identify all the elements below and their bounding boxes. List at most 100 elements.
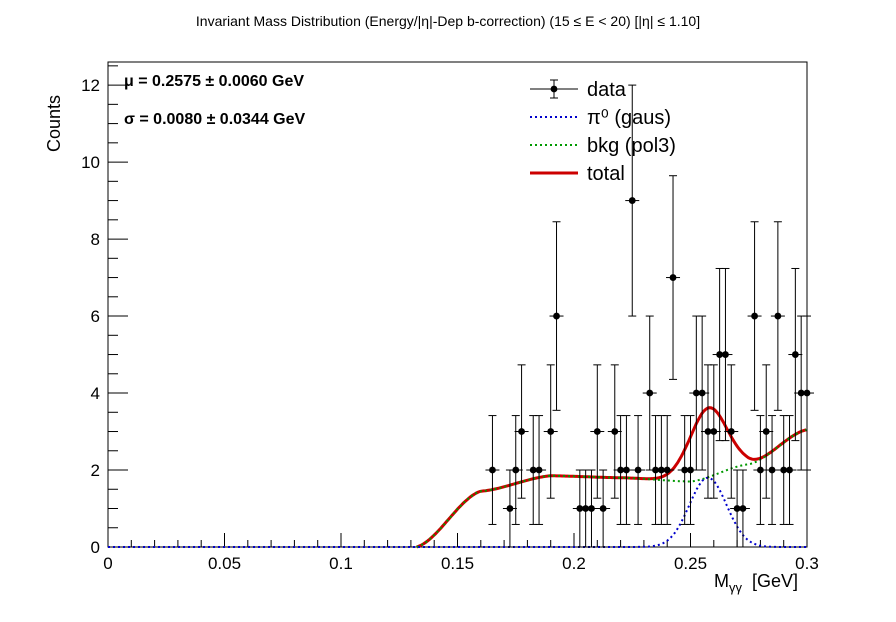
data-points — [485, 84, 814, 548]
data-point — [770, 221, 785, 411]
data-point — [718, 267, 733, 442]
data-marker — [762, 428, 770, 435]
data-marker — [588, 505, 595, 512]
data-point — [800, 315, 814, 471]
legend-label: total — [587, 163, 625, 185]
data-point — [642, 315, 657, 471]
data-marker — [669, 274, 677, 281]
y-tick-label: 10 — [81, 153, 100, 172]
data-marker — [757, 466, 764, 474]
data-point — [619, 415, 634, 525]
data-marker — [646, 389, 654, 397]
data-marker — [593, 428, 601, 435]
data-marker — [727, 428, 735, 435]
chart-title: Invariant Mass Distribution (Energy/|η|-… — [196, 13, 700, 29]
stat-mu: μ = 0.2575 ± 0.0060 GeV — [124, 73, 304, 90]
legend-entry: data — [530, 79, 627, 101]
data-marker — [506, 505, 514, 512]
legend-label: data — [587, 79, 627, 101]
stat-sigma: σ = 0.0080 ± 0.0344 GeV — [124, 111, 306, 128]
legend: data π⁰ (gaus) bkg (pol3) total — [530, 79, 676, 185]
background-fit-curve — [416, 428, 807, 548]
data-marker — [710, 428, 718, 435]
data-marker — [791, 351, 799, 358]
x-tick-label: 0.15 — [441, 554, 474, 573]
data-point — [514, 364, 529, 499]
legend-entry: bkg (pol3) — [530, 135, 676, 157]
x-tick-label: 0.1 — [329, 554, 353, 573]
legend-entry: total — [530, 163, 625, 185]
y-tick-label: 12 — [81, 76, 100, 95]
data-marker — [535, 466, 543, 474]
data-marker — [739, 505, 747, 512]
x-tick-label: 0 — [103, 554, 112, 573]
data-marker — [599, 505, 607, 512]
x-tick-label: 0.3 — [795, 554, 819, 573]
data-point — [625, 84, 640, 317]
data-marker — [687, 466, 694, 474]
data-point — [660, 415, 675, 525]
data-point — [631, 415, 646, 525]
y-tick-labels: 0 2 4 6 8 10 12 — [81, 76, 100, 557]
legend-marker-dot — [550, 85, 558, 93]
x-axis-label-unit: [GeV] — [752, 571, 798, 591]
x-axis-label-main: M — [714, 571, 729, 591]
data-point — [782, 415, 797, 525]
x-tick-label: 0.25 — [674, 554, 707, 573]
x-axis-label-sub: γγ — [729, 580, 743, 595]
data-marker — [751, 312, 758, 320]
data-marker — [628, 197, 636, 204]
data-point — [788, 267, 803, 442]
axis-ticks — [107, 65, 808, 548]
data-point — [706, 364, 721, 499]
data-marker — [698, 389, 706, 397]
legend-entry: π⁰ (gaus) — [530, 107, 671, 129]
y-tick-label: 4 — [91, 384, 100, 403]
data-point — [590, 364, 605, 499]
legend-label: π⁰ (gaus) — [587, 107, 671, 129]
y-axis-label: Counts — [44, 95, 64, 152]
data-marker — [663, 466, 671, 474]
y-tick-label: 6 — [91, 307, 100, 326]
data-marker — [803, 389, 811, 397]
data-point — [508, 415, 523, 525]
data-point — [735, 469, 750, 548]
y-tick-label: 2 — [91, 461, 100, 480]
data-marker — [489, 466, 496, 474]
total-fit-curve — [416, 406, 807, 549]
data-point — [596, 469, 611, 548]
data-point — [502, 469, 517, 548]
x-tick-labels: 0 0.05 0.1 0.15 0.2 0.25 0.3 — [103, 554, 819, 573]
data-marker — [512, 466, 520, 474]
data-point — [666, 175, 681, 380]
data-marker — [623, 466, 630, 474]
x-axis-label: Mγγ [GeV] — [714, 571, 798, 595]
data-marker — [634, 466, 642, 474]
data-point — [607, 364, 622, 499]
data-marker — [547, 428, 555, 435]
y-tick-label: 0 — [91, 538, 100, 557]
data-marker — [553, 312, 560, 320]
data-marker — [774, 312, 782, 320]
x-tick-label: 0.2 — [562, 554, 586, 573]
data-point — [584, 469, 599, 548]
data-point — [724, 364, 739, 499]
x-tick-label: 0.05 — [208, 554, 241, 573]
data-point — [759, 364, 774, 499]
data-point — [485, 415, 500, 525]
data-point — [549, 221, 564, 411]
plot-frame — [107, 61, 808, 548]
legend-label: bkg (pol3) — [587, 135, 676, 157]
data-point — [753, 415, 768, 525]
data-point — [532, 415, 547, 525]
data-point — [543, 364, 558, 499]
data-marker — [786, 466, 793, 474]
data-marker — [611, 428, 619, 435]
data-marker — [768, 466, 776, 474]
data-point — [747, 221, 762, 411]
y-tick-label: 8 — [91, 230, 100, 249]
data-marker — [518, 428, 525, 435]
data-marker — [722, 351, 729, 358]
data-point — [695, 315, 710, 471]
